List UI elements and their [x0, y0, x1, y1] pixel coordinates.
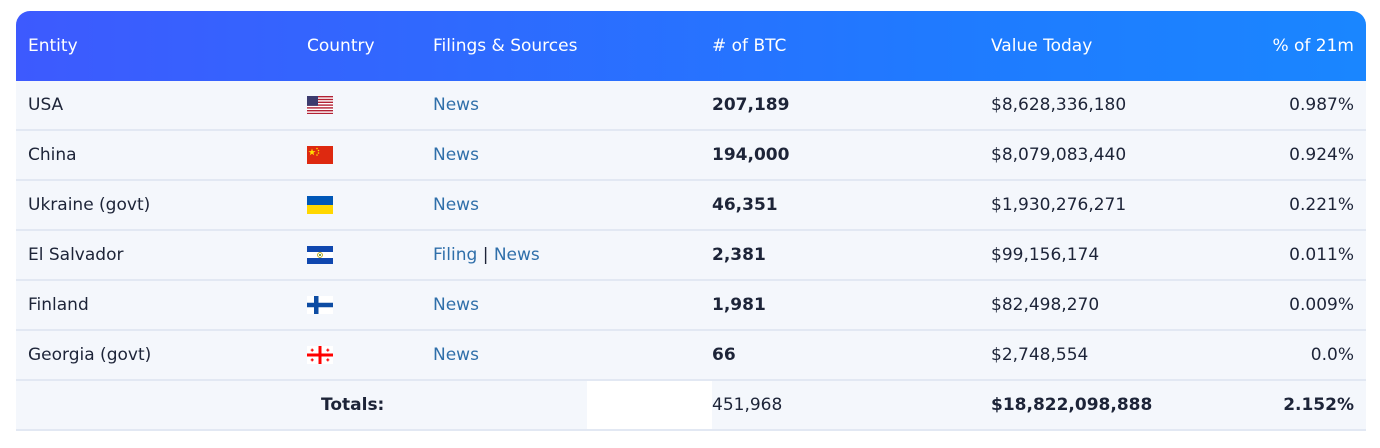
btc-amount: 46,351 [712, 180, 991, 231]
value-today: $8,079,083,440 [991, 130, 1234, 181]
pct-of-21m: 0.009% [1234, 280, 1366, 331]
btc-amount: 194,000 [712, 130, 991, 181]
pct-of-21m: 0.0% [1234, 330, 1366, 381]
pct-of-21m: 0.011% [1234, 230, 1366, 281]
table-row: Ukraine (govt) News 46,351 $1,930,276,27… [16, 180, 1366, 231]
news-link[interactable]: News [433, 195, 479, 215]
countries-btc-table: Entity Country Filings & Sources # of BT… [16, 11, 1366, 431]
table-row: USA News 207,189 $8,628,336,180 0.987% [16, 81, 1366, 131]
pct-of-21m: 0.987% [1234, 81, 1366, 131]
finland-flag-icon [307, 296, 333, 314]
header-btc[interactable]: # of BTC [712, 36, 787, 56]
china-flag-icon [307, 146, 333, 164]
entity-name: Finland [16, 280, 307, 331]
entity-name: China [16, 130, 307, 181]
header-entity[interactable]: Entity [28, 36, 78, 56]
entity-name: Ukraine (govt) [16, 180, 307, 231]
table-header-row: Entity Country Filings & Sources # of BT… [16, 11, 1366, 81]
value-today: $2,748,554 [991, 330, 1234, 381]
pct-of-21m: 0.924% [1234, 130, 1366, 181]
totals-value: $18,822,098,888 [991, 380, 1234, 431]
btc-amount: 66 [712, 330, 991, 381]
entity-name: USA [16, 81, 307, 131]
table-row: Finland News 1,981 $82,498,270 0.009% [16, 280, 1366, 331]
value-today: $1,930,276,271 [991, 180, 1234, 231]
entity-name: El Salvador [16, 230, 307, 281]
value-today: $99,156,174 [991, 230, 1234, 281]
us-flag-icon [307, 96, 333, 114]
ukraine-flag-icon [307, 196, 333, 214]
treasuries-table-container: Entity Country Filings & Sources # of BT… [16, 11, 1366, 431]
header-pct[interactable]: % of 21m [1272, 36, 1354, 56]
el-salvador-flag-icon [307, 246, 333, 264]
table-row: El Salvador Filing | News 2,381 $99,156,… [16, 230, 1366, 281]
header-country[interactable]: Country [307, 36, 375, 56]
pct-of-21m: 0.221% [1234, 180, 1366, 231]
totals-label: Totals: [308, 380, 587, 431]
btc-amount: 1,981 [712, 280, 991, 331]
totals-pct: 2.152% [1234, 380, 1366, 431]
btc-amount: 2,381 [712, 230, 991, 281]
news-link[interactable]: News [433, 345, 479, 365]
filing-link[interactable]: Filing [433, 245, 478, 265]
table-row: Georgia (govt) News 66 $2,748 [16, 330, 1366, 381]
news-link[interactable]: News [433, 95, 479, 115]
btc-amount: 207,189 [712, 81, 991, 131]
news-link[interactable]: News [433, 145, 479, 165]
totals-btc: 451,968 [712, 380, 991, 431]
link-separator: | [482, 245, 489, 265]
header-value[interactable]: Value Today [991, 36, 1093, 56]
news-link[interactable]: News [433, 295, 479, 315]
value-today: $8,628,336,180 [991, 81, 1234, 131]
georgia-flag-icon [307, 346, 333, 364]
entity-name: Georgia (govt) [16, 330, 307, 381]
news-link[interactable]: News [493, 245, 540, 265]
value-today: $82,498,270 [991, 280, 1234, 331]
totals-row: Totals: 451,968 $18,822,098,888 2.152% [16, 380, 1366, 431]
table-row: China News 194,000 $8,079,083,440 0.924% [16, 130, 1366, 181]
header-filings[interactable]: Filings & Sources [433, 36, 578, 56]
